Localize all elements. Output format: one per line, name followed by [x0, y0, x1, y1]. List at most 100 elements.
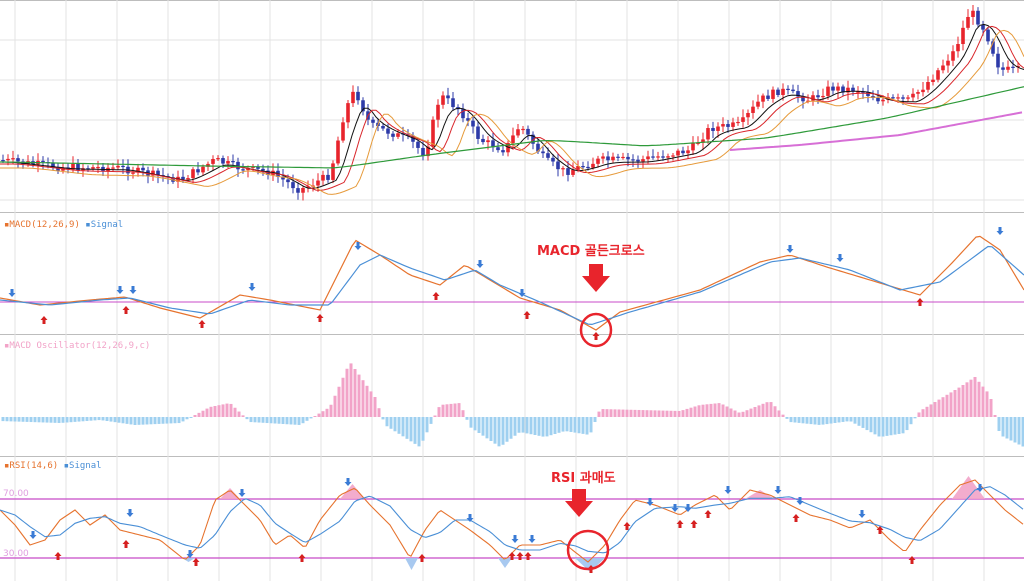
oscillator-bar: [617, 409, 621, 417]
candle-body: [821, 95, 825, 98]
oscillator-bar: [549, 417, 553, 436]
rsi-sell-arrow: [724, 486, 732, 494]
candle-body: [781, 88, 785, 95]
candle-body: [866, 91, 870, 97]
rsi-buy-arrow: [908, 556, 916, 564]
candle-body: [536, 143, 540, 152]
oscillator-bar: [185, 417, 189, 420]
rsi-line: [0, 479, 1024, 563]
candle-body: [561, 168, 565, 170]
macd-panel: ▪MACD(12,26,9) ▪Signal MACD 골든크로스: [0, 220, 1024, 348]
oscillator-bar: [865, 417, 869, 431]
candle-body: [56, 167, 60, 171]
oscillator-bar: [589, 417, 593, 433]
rsi-signal-arrows: [29, 478, 984, 573]
oscillator-bar: [941, 397, 945, 417]
oscillator-bar: [525, 417, 529, 434]
oscillator-bar: [633, 409, 637, 417]
oscillator-bar: [273, 417, 277, 424]
oscillator-bar: [713, 403, 717, 417]
oscillator-bar: [545, 417, 549, 437]
candle-body: [951, 51, 955, 61]
oscillator-bar: [561, 417, 565, 432]
oscillator-bar: [961, 385, 965, 417]
candle-body: [791, 89, 795, 92]
oscillator-bar: [37, 417, 41, 423]
candle-body: [696, 142, 700, 145]
candle-body: [336, 140, 340, 164]
oscillator-bars: [1, 363, 1024, 447]
candle-body: [356, 91, 360, 101]
oscillator-bar: [705, 404, 709, 417]
candle-body: [216, 158, 220, 160]
oscillator-bar: [821, 417, 825, 425]
candle-body: [411, 135, 415, 142]
rsi-sell-arrow: [774, 486, 782, 494]
candle-body: [436, 104, 440, 120]
candle-body: [516, 129, 520, 136]
oscillator-bar: [537, 417, 541, 436]
oscillator-bar: [881, 417, 885, 437]
candle-body: [671, 155, 675, 157]
candle-body: [706, 128, 710, 140]
candle-body: [111, 167, 115, 169]
candle-body: [701, 139, 705, 143]
oscillator-bar: [161, 417, 165, 424]
oscillator-bar: [465, 417, 469, 420]
rsi-sell-arrow: [976, 484, 984, 492]
oscillator-bar: [353, 369, 357, 417]
oscillator-bar: [957, 387, 961, 417]
rsi-oversold-label: RSI 과매도: [551, 471, 616, 486]
oscillator-bar: [249, 417, 253, 423]
candlesticks: [1, 4, 1020, 201]
rsi-buy-arrow: [122, 540, 130, 548]
oscillator-bar: [521, 417, 525, 433]
candle-body: [596, 158, 600, 164]
candle-body: [736, 121, 740, 124]
oscillator-bar: [449, 403, 453, 417]
macd-legend: ▪MACD(12,26,9) ▪Signal: [4, 220, 123, 230]
oscillator-bar: [357, 374, 361, 417]
rsi-buy-arrow: [524, 552, 532, 560]
oscillator-bar: [377, 408, 381, 417]
candle-body: [591, 163, 595, 168]
candle-body: [996, 53, 1000, 68]
macd-line: [0, 235, 1024, 331]
rsi-overbought-fill: [220, 488, 240, 499]
oscillator-bar: [193, 415, 197, 417]
oscillator-bar: [233, 407, 237, 417]
rsi-overbought-fill: [745, 490, 775, 499]
oscillator-bar: [585, 417, 589, 435]
candle-body: [526, 128, 530, 135]
buy-arrow: [916, 298, 924, 306]
candle-body: [296, 188, 300, 193]
candle-body: [441, 95, 445, 105]
oscillator-bar: [517, 417, 521, 433]
candle-body: [471, 120, 475, 127]
rsi-buy-arrow: [54, 552, 62, 560]
moving-averages: [0, 23, 1024, 195]
candle-body: [686, 150, 690, 154]
oscillator-bar: [481, 417, 485, 436]
candle-body: [966, 16, 970, 28]
candle-body: [226, 161, 230, 164]
candle-body: [6, 158, 10, 161]
oscillator-bar: [89, 417, 93, 421]
ma-long-line: [0, 29, 1024, 195]
candle-body: [121, 165, 125, 168]
oscillator-bar: [413, 417, 417, 444]
oscillator-bar: [625, 409, 629, 417]
candle-body: [481, 138, 485, 143]
oscillator-bar: [101, 417, 105, 421]
oscillator-bar: [877, 417, 881, 437]
candle-body: [451, 98, 455, 108]
oscillator-bar: [61, 417, 65, 423]
oscillator-bar: [569, 417, 573, 432]
oscillator-bar: [945, 394, 949, 417]
oscillator-bar: [565, 417, 569, 432]
candle-body: [496, 147, 500, 151]
oscillator-bar: [473, 417, 477, 431]
candle-body: [1006, 66, 1010, 70]
candle-body: [301, 188, 305, 193]
